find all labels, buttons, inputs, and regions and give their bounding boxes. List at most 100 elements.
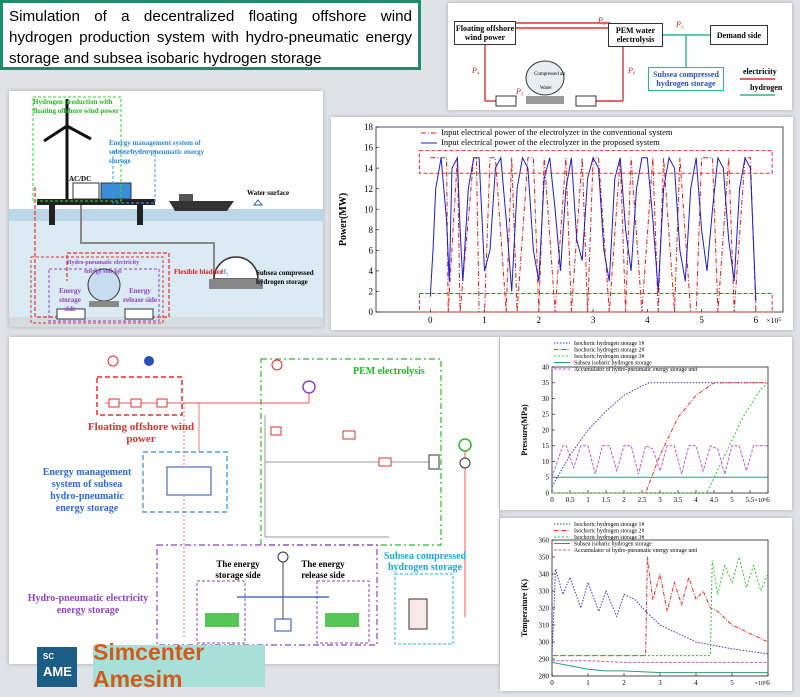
y-tick-label: 25 xyxy=(542,411,550,419)
x-tick-label: 5.5 xyxy=(746,496,755,504)
legend-label-2: Input electrical power of the electrolyz… xyxy=(441,137,660,147)
x-tick-label: 3 xyxy=(658,496,662,504)
model-label-ems: Energy management system of subsea hydro… xyxy=(42,467,132,514)
label-storage-side: Energy storage side xyxy=(59,287,81,313)
block-demand: Demand side xyxy=(710,25,768,45)
plot-frame xyxy=(551,366,769,494)
legend-label-5: Accumulator of hydro-pneumatic energy st… xyxy=(574,366,698,373)
y-tick-label: 340 xyxy=(539,570,550,578)
label-p6: P₆ xyxy=(627,66,636,75)
power-chart-panel: 0 2 4 6 8 10 12 14 16 18 0 1 2 3 4 5 6 ×10⁵ Power(MW) Input… xyxy=(331,117,793,330)
x-tick-label: 1 xyxy=(482,315,487,325)
x-tick-label: 0.5 xyxy=(566,496,575,504)
x-tick-label: 5 xyxy=(730,679,734,687)
legend-label-3: Isochoric hydrogen storage 3# xyxy=(574,354,644,360)
x-tick-label: 0 xyxy=(550,496,554,504)
label-p3: P₃ xyxy=(675,20,684,29)
x-tick-label: 4.5 xyxy=(710,496,719,504)
legend-label-2: Isochoric hydrogen storage 2# xyxy=(574,348,644,354)
highlight-box-min xyxy=(418,293,773,313)
series-line-5 xyxy=(551,445,768,478)
series-line-5 xyxy=(552,660,768,663)
y-tick-label: 16 xyxy=(364,143,374,153)
x-tick-label: 5 xyxy=(699,315,704,325)
temperature-chart-panel: 280 290 300 310 320 330 340 350 360 0 1 2 3 4 5 6 ×10⁵ Te… xyxy=(500,518,792,691)
y-tick-label: 6 xyxy=(369,245,374,255)
y-tick-label: 310 xyxy=(539,621,550,629)
pressure-chart: 0 5 10 15 20 25 30 35 40 0 0.5 1 1.5 2 2.5 3 3.5 4 4.5 5 5.5… xyxy=(520,341,770,504)
y-tick-label: 30 xyxy=(542,395,550,403)
y-tick-label: 0 xyxy=(546,489,550,497)
y-tick-label: 5 xyxy=(546,474,550,482)
x-tick-label: 1.5 xyxy=(602,496,611,504)
y-tick-label: 10 xyxy=(542,458,550,466)
amesim-logo: SC AME xyxy=(37,647,77,687)
y-tick-label: 300 xyxy=(539,638,550,646)
x-tick-label: 0 xyxy=(428,315,433,325)
label-h2: H₂ xyxy=(221,268,229,276)
series-line-1 xyxy=(551,568,769,656)
series-line-2 xyxy=(429,155,757,302)
series-line-2 xyxy=(552,382,768,494)
legend-label-1: Input electrical power of the electrolyz… xyxy=(441,127,673,137)
amesim-model: PEM electrolysis Floating offshore wind … xyxy=(9,337,499,664)
x-tick-label: 1 xyxy=(586,679,590,687)
label-ems: Energy management system of subsea hydro… xyxy=(109,139,205,165)
x-tick-label: 5 xyxy=(730,496,734,504)
model-label-subsea: Subsea compressed hydrogen storage xyxy=(383,551,467,573)
label-flexible-bladder: Flexible bladder xyxy=(174,268,223,276)
model-label-storage-side: The energy storage side xyxy=(215,559,261,580)
y-tick-label: 20 xyxy=(542,426,550,434)
x-tick-label: 2 xyxy=(622,496,626,504)
label-release-side: Energy release side xyxy=(123,287,157,304)
system-schematic: P₁ P₂ P₃ P₄ P₅ P₆ Compressed air Water F… xyxy=(448,3,792,110)
model-label-pem: PEM electrolysis xyxy=(353,366,425,377)
x-tick-label: 2 xyxy=(537,315,542,325)
x-tick-label: 3 xyxy=(591,315,596,325)
block-pem: PEM water electrolysis xyxy=(608,23,663,47)
model-label-hpes: Hydro-pneumatic electricity energy stora… xyxy=(27,593,149,616)
highlight-box-max xyxy=(418,150,773,174)
block-wind: Floating offshore wind power xyxy=(454,21,516,45)
series-line-1 xyxy=(551,382,768,487)
label-p5: P₅ xyxy=(515,87,524,96)
label-p4: P₄ xyxy=(471,66,480,75)
pressure-chart-panel: 0 5 10 15 20 25 30 35 40 0 0.5 1 1.5 2 2.5 3 3.5 4 4.5 5 5.5… xyxy=(500,337,792,510)
x-tick-label: 0 xyxy=(550,679,554,687)
y-tick-label: 15 xyxy=(542,442,550,450)
y-tick-label: 18 xyxy=(364,122,374,132)
brand-name: Simcenter Amesim xyxy=(93,639,265,692)
x-tick-label: 2.5 xyxy=(638,496,647,504)
legend-hydrogen: hydrogen xyxy=(750,83,783,92)
illustration-drawing: H₂ xyxy=(9,96,323,327)
schematic-lines: P₁ P₂ P₃ P₄ P₅ P₆ Compressed air Water xyxy=(459,16,775,107)
series-line-3 xyxy=(552,555,769,657)
y-tick-label: 35 xyxy=(542,379,550,387)
x-tick-label: 6 xyxy=(766,679,770,687)
label-p2: P₂ xyxy=(597,16,606,25)
x-tick-label: 3 xyxy=(658,679,662,687)
y-tick-label: 320 xyxy=(539,604,550,612)
system-illustration: H₂ Hydrogen production with floating off… xyxy=(9,91,323,327)
label-water: Water xyxy=(540,86,552,91)
legend-label-2: Isochoric hydrogen storage 2# xyxy=(574,529,644,535)
y-tick-label: 0 xyxy=(369,307,374,317)
legend-label-4: Subsea isobaric hydrogen storage xyxy=(574,361,652,367)
y-tick-label: 40 xyxy=(542,363,550,371)
y-tick-label: 290 xyxy=(539,655,550,663)
y-tick-label: 10 xyxy=(364,204,374,214)
legend-label-5: Accumulator of hydro-pneumatic energy st… xyxy=(574,547,698,554)
model-label-release-side: The energy release side xyxy=(301,559,345,580)
legend-electricity: electricity xyxy=(743,67,777,76)
title-box: Simulation of a decentralized floating o… xyxy=(0,0,421,70)
x-tick-label: 4 xyxy=(694,496,698,504)
y-axis-label: Power(MW) xyxy=(338,193,349,246)
series-line-4 xyxy=(551,661,768,674)
label-hydrogen-production: Hydrogen production with floating offsho… xyxy=(33,98,120,115)
temperature-chart: 280 290 300 310 320 330 340 350 360 0 1 2 3 4 5 6×10⁵ Te… xyxy=(520,522,770,687)
label-compressed-air: Compressed air xyxy=(534,72,566,77)
series-line-3 xyxy=(552,382,769,494)
label-hpes: Hydro-pneumatic electricity energy stora… xyxy=(66,260,140,275)
x-multiplier: ×10⁵ xyxy=(755,681,766,687)
